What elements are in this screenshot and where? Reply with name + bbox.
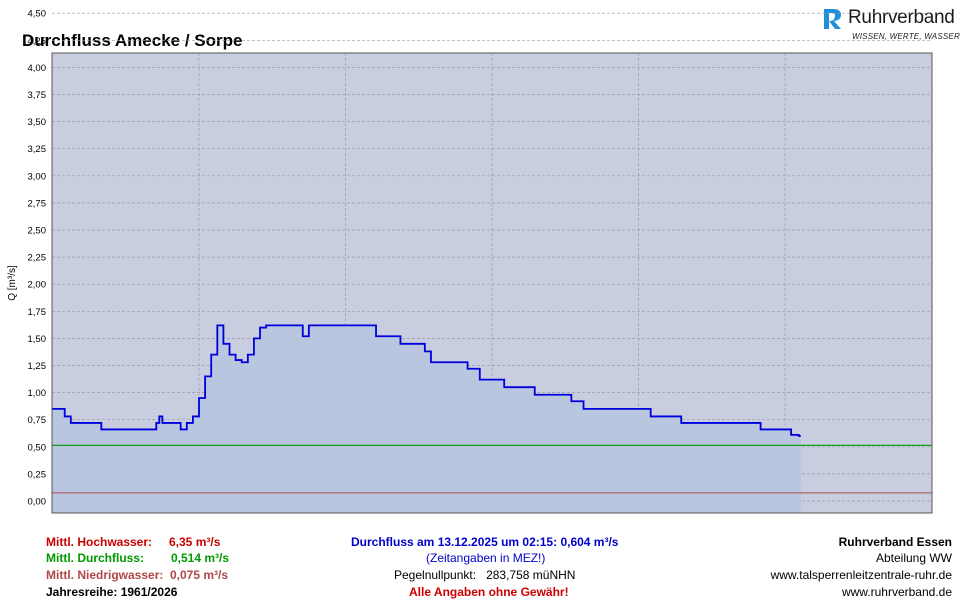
y-tick-label: 4,00 bbox=[28, 63, 47, 74]
discharge-chart: 0,00 0,25 0,50 0,75 1,00 1,25 1,50 1,75 2,00 2,25… bbox=[7, 9, 933, 514]
ruhrverband-logo[interactable]: Ruhrverband WISSEN, WERTE, WASSER bbox=[823, 6, 963, 46]
zeitangaben-note: (Zeitangaben in MEZ!) bbox=[426, 551, 546, 565]
y-tick-label: 3,00 bbox=[28, 171, 47, 182]
niedrigwasser-info: Mittl. Niedrigwasser: 0,075 m³/s bbox=[46, 568, 228, 582]
y-tick-label: 2,00 bbox=[28, 280, 47, 291]
ruhrverband-logo-icon bbox=[824, 9, 841, 29]
y-axis-label: Q [m³/s] bbox=[7, 265, 18, 301]
y-tick-label: 0,25 bbox=[28, 469, 47, 480]
disclaimer-text: Alle Angaben ohne Gewähr! bbox=[409, 585, 569, 599]
y-tick-label: 1,25 bbox=[28, 361, 47, 372]
y-tick-label: 0,50 bbox=[28, 442, 47, 453]
y-tick-label: 0,00 bbox=[28, 497, 47, 508]
y-tick-label: 0,75 bbox=[28, 415, 47, 426]
y-tick-label: 3,75 bbox=[28, 90, 47, 101]
y-tick-label: 1,75 bbox=[28, 307, 47, 318]
plot-border bbox=[51, 52, 933, 514]
y-tick-label: 1,50 bbox=[28, 334, 47, 345]
durchfluss-value: 0,514 m³/s bbox=[171, 551, 230, 565]
pegel-label: Pegelnullpunkt: bbox=[394, 568, 477, 582]
ruhrverband-link[interactable]: www.ruhrverband.de bbox=[841, 585, 952, 599]
niedrigwasser-label: Mittl. Niedrigwasser: bbox=[46, 568, 164, 582]
y-tick-label: 2,50 bbox=[28, 226, 47, 237]
hochwasser-info: Mittl. Hochwasser: 6,35 m³/s bbox=[46, 535, 220, 549]
niedrigwasser-value: 0,075 m³/s bbox=[170, 568, 229, 582]
y-tick-label: 3,50 bbox=[28, 117, 47, 128]
hochwasser-label: Mittl. Hochwasser: bbox=[46, 535, 153, 549]
jahresreihe-text: Jahresreihe: 1961/2026 bbox=[46, 585, 178, 599]
y-axis-ticks: 0,00 0,25 0,50 0,75 1,00 1,25 1,50 1,75 2,00 2,25… bbox=[28, 9, 47, 508]
y-tick-label: 3,25 bbox=[28, 144, 47, 155]
y-tick-label: 1,00 bbox=[28, 388, 47, 399]
x-gridlines bbox=[198, 53, 786, 513]
pegelnullpunkt-info: Pegelnullpunkt: 283,758 müNHN bbox=[394, 568, 575, 582]
durchfluss-label: Mittl. Durchfluss: bbox=[46, 551, 144, 565]
logo-tagline: WISSEN, WERTE, WASSER bbox=[852, 32, 960, 41]
y-tick-label: 4,50 bbox=[28, 9, 47, 20]
discharge-series-line bbox=[52, 324, 801, 437]
org-name: Ruhrverband Essen bbox=[838, 535, 952, 549]
reference-lines bbox=[52, 444, 932, 494]
hochwasser-value: 6,35 m³/s bbox=[169, 535, 221, 549]
department-name: Abteilung WW bbox=[875, 551, 952, 565]
pegel-value: 283,758 müNHN bbox=[486, 568, 576, 582]
discharge-area-fill bbox=[52, 325, 801, 513]
y-tick-label: 4,25 bbox=[28, 36, 47, 47]
y-tick-label: 2,25 bbox=[28, 253, 47, 264]
leitzentrale-link[interactable]: www.talsperrenleitzentrale-ruhr.de bbox=[770, 568, 952, 582]
logo-name: Ruhrverband bbox=[848, 7, 955, 28]
y-tick-label: 2,75 bbox=[28, 198, 47, 209]
durchfluss-info: Mittl. Durchfluss: 0,514 m³/s bbox=[46, 551, 229, 565]
current-discharge-text: Durchfluss am 13.12.2025 um 02:15: 0,604… bbox=[351, 535, 619, 549]
